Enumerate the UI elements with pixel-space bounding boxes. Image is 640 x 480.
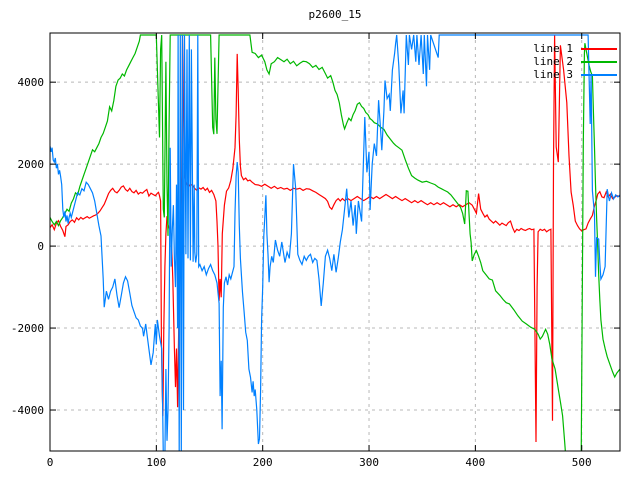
x-tick-label: 0 [47,456,54,469]
x-tick-label: 200 [253,456,273,469]
legend-item-label: line 1 [533,42,573,55]
series-line-1 [50,34,620,443]
x-tick-label: 500 [572,456,592,469]
series-line-2 [50,34,620,451]
series-line-3 [50,34,620,451]
legend-item-label: line 2 [533,55,573,68]
x-tick-label: 300 [359,456,379,469]
y-tick-label: 4000 [18,76,45,89]
legend-line-sample [581,73,617,76]
y-tick-label: -4000 [11,404,44,417]
legend-item: line 2 [533,55,617,68]
y-tick-label: 2000 [18,158,45,171]
legend-line-sample [581,47,617,50]
y-tick-label: -2000 [11,322,44,335]
chart-title: p2600_15 [308,8,362,21]
plot-border [49,32,621,452]
legend-item: line 3 [533,68,617,81]
legend-line-sample [581,60,617,63]
legend-item-label: line 3 [533,68,573,81]
legend-item: line 1 [533,42,617,55]
y-tick-label: 0 [37,240,44,253]
series-group [50,34,620,451]
legend: line 1 line 2 line 3 [533,42,617,81]
x-tick-label: 400 [465,456,485,469]
x-tick-label: 100 [146,456,166,469]
